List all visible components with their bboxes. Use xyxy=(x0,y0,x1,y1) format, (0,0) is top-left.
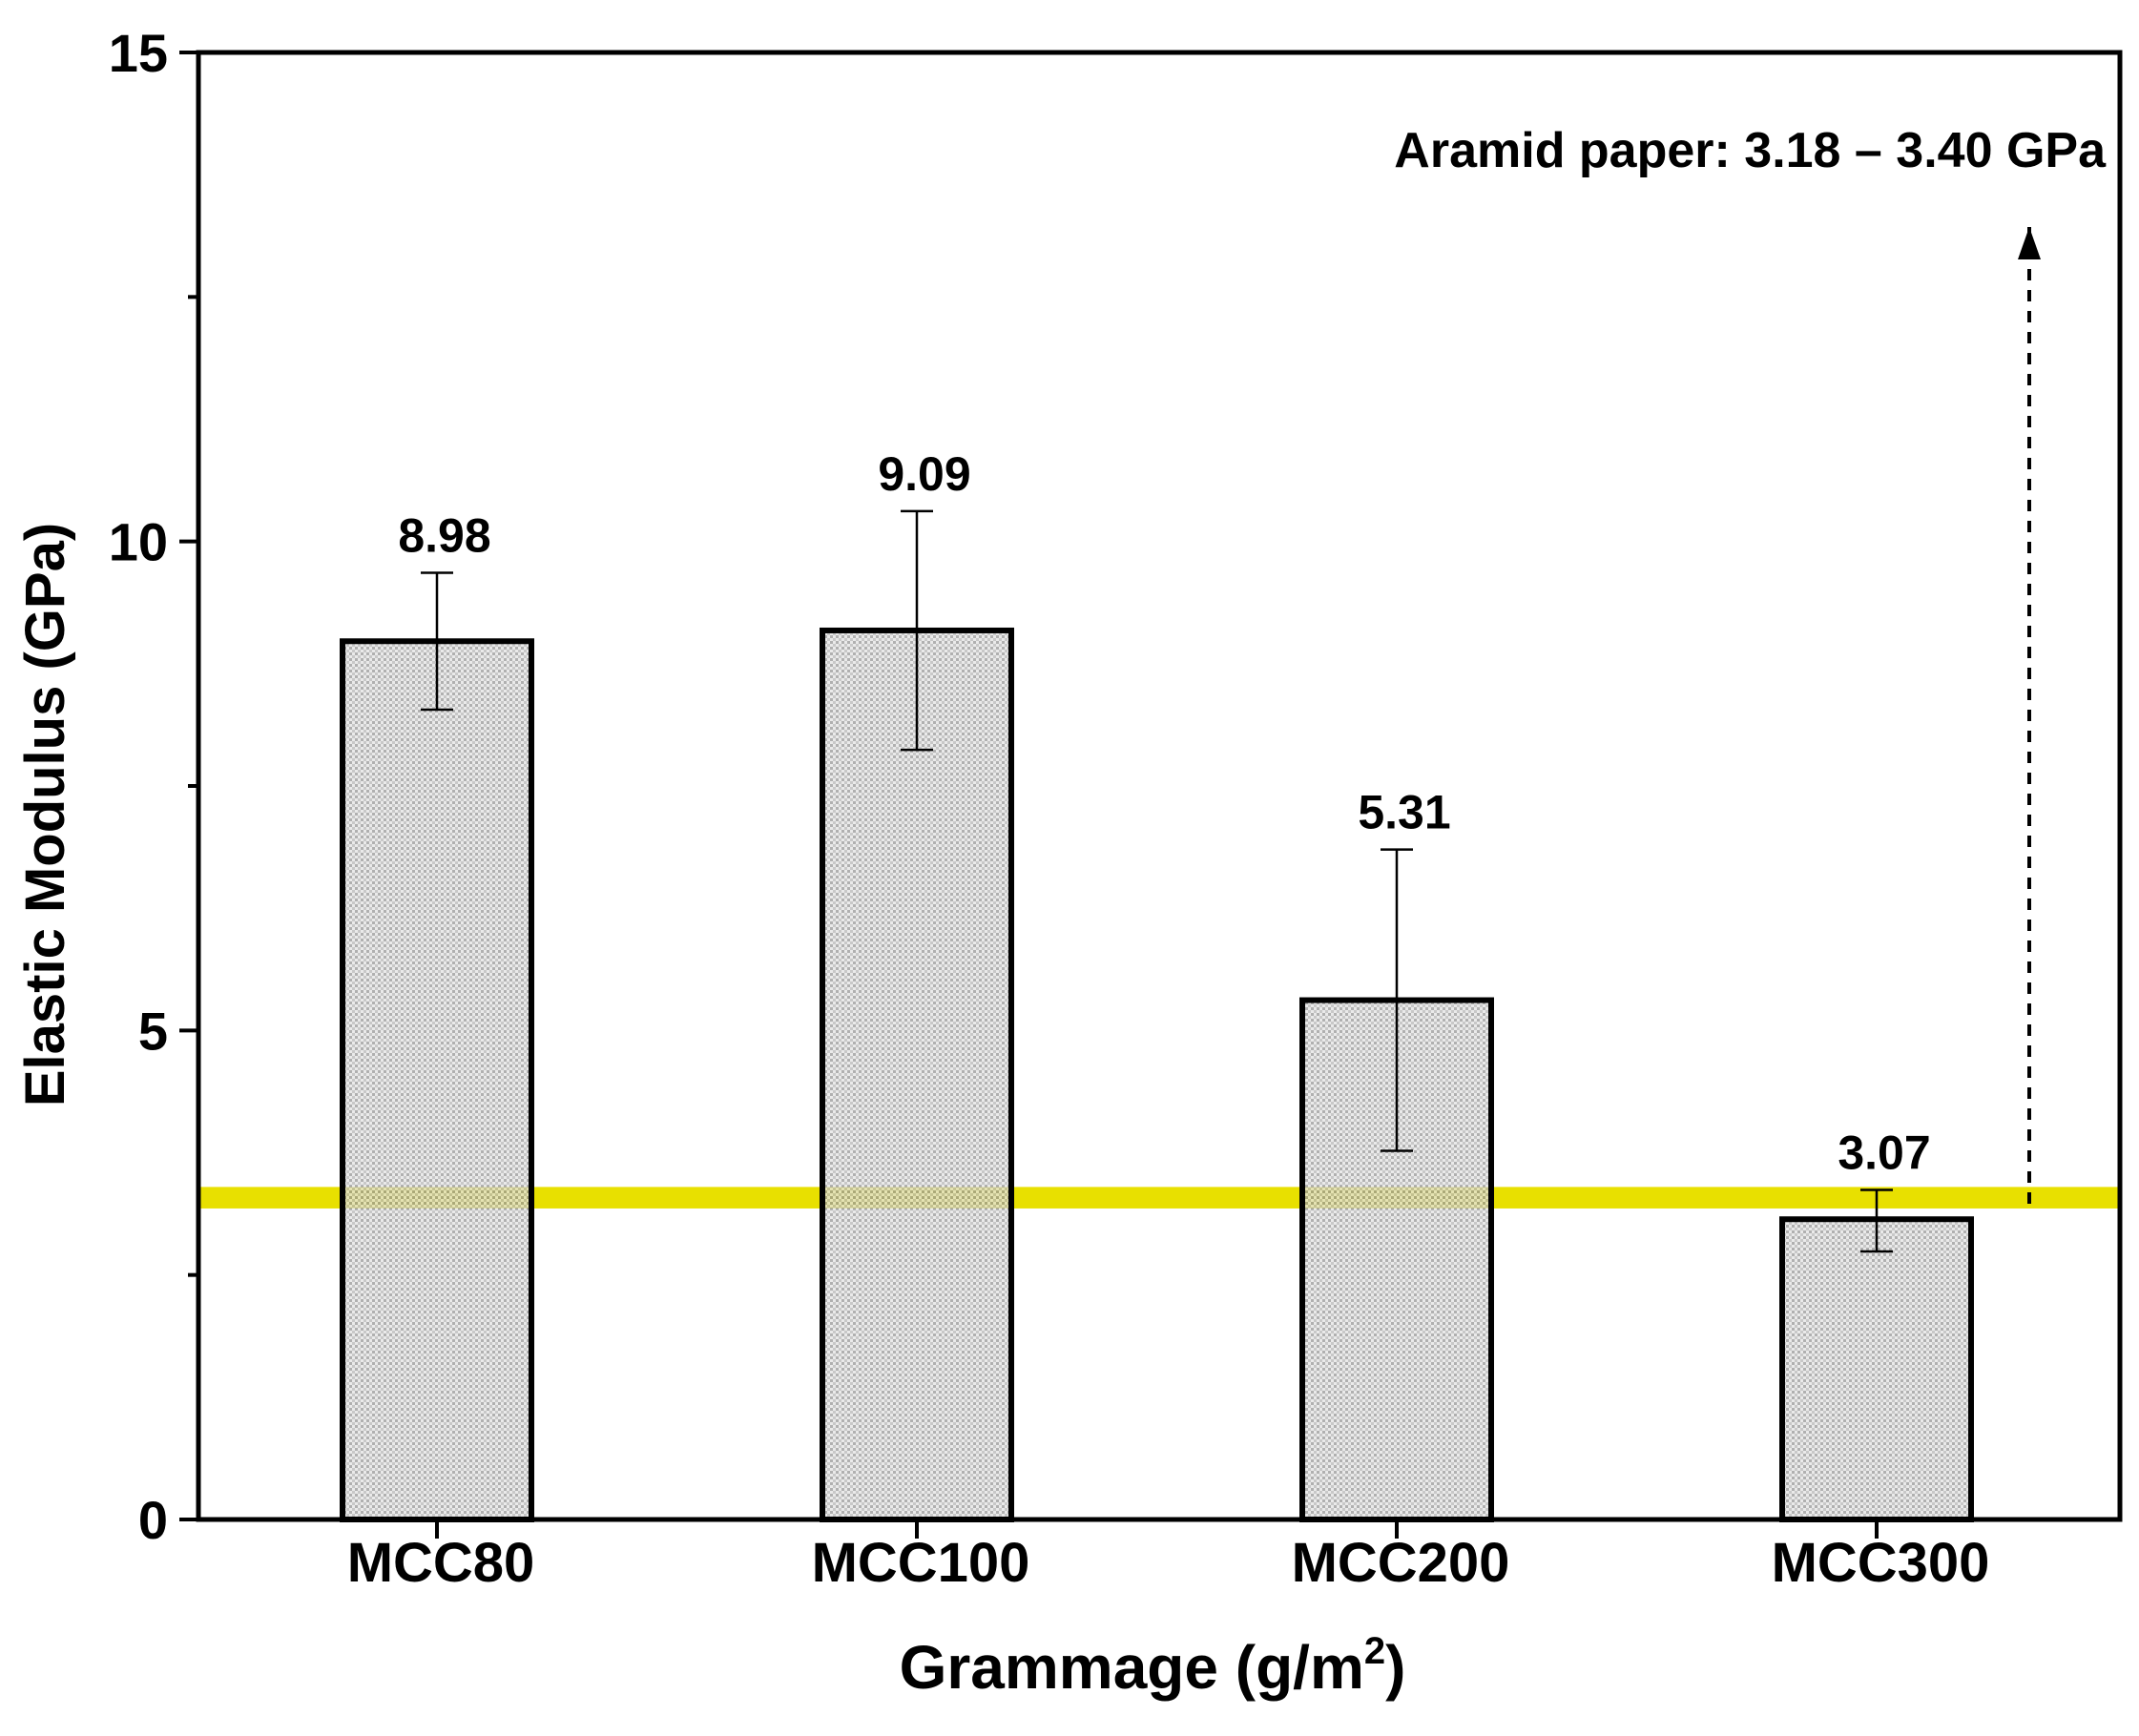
y-tick-label: 15 xyxy=(109,23,168,83)
x-tick-label: MCC80 xyxy=(347,1532,535,1594)
x-axis-label-close: ) xyxy=(1385,1633,1405,1702)
y-tick-label: 10 xyxy=(109,512,168,572)
bar xyxy=(1779,1216,1974,1522)
data-label: 5.31 xyxy=(1358,786,1450,839)
y-axis-label: Elastic Modulus (GPa) xyxy=(14,523,76,1106)
bar xyxy=(340,638,534,1522)
data-label: 8.98 xyxy=(398,508,490,562)
x-tick-label: MCC200 xyxy=(1292,1532,1510,1594)
x-tick-label: MCC100 xyxy=(812,1532,1030,1594)
x-tick-label: MCC300 xyxy=(1772,1532,1990,1594)
y-tick-label: 0 xyxy=(138,1490,168,1550)
x-axis-label-main: Grammage (g/m xyxy=(900,1633,1364,1702)
y-tick-label: 5 xyxy=(138,1001,168,1061)
bar xyxy=(820,627,1014,1522)
annotation-arrowhead xyxy=(2018,227,2041,259)
data-label: 3.07 xyxy=(1838,1126,1930,1179)
reference-band xyxy=(198,1187,2120,1209)
data-label: 9.09 xyxy=(878,447,970,501)
x-axis-label: Grammage (g/m2) xyxy=(900,1630,1406,1702)
x-axis-label-superscript: 2 xyxy=(1364,1630,1385,1672)
reference-band-label: Aramid paper: 3.18 – 3.40 GPa xyxy=(1394,123,2107,178)
